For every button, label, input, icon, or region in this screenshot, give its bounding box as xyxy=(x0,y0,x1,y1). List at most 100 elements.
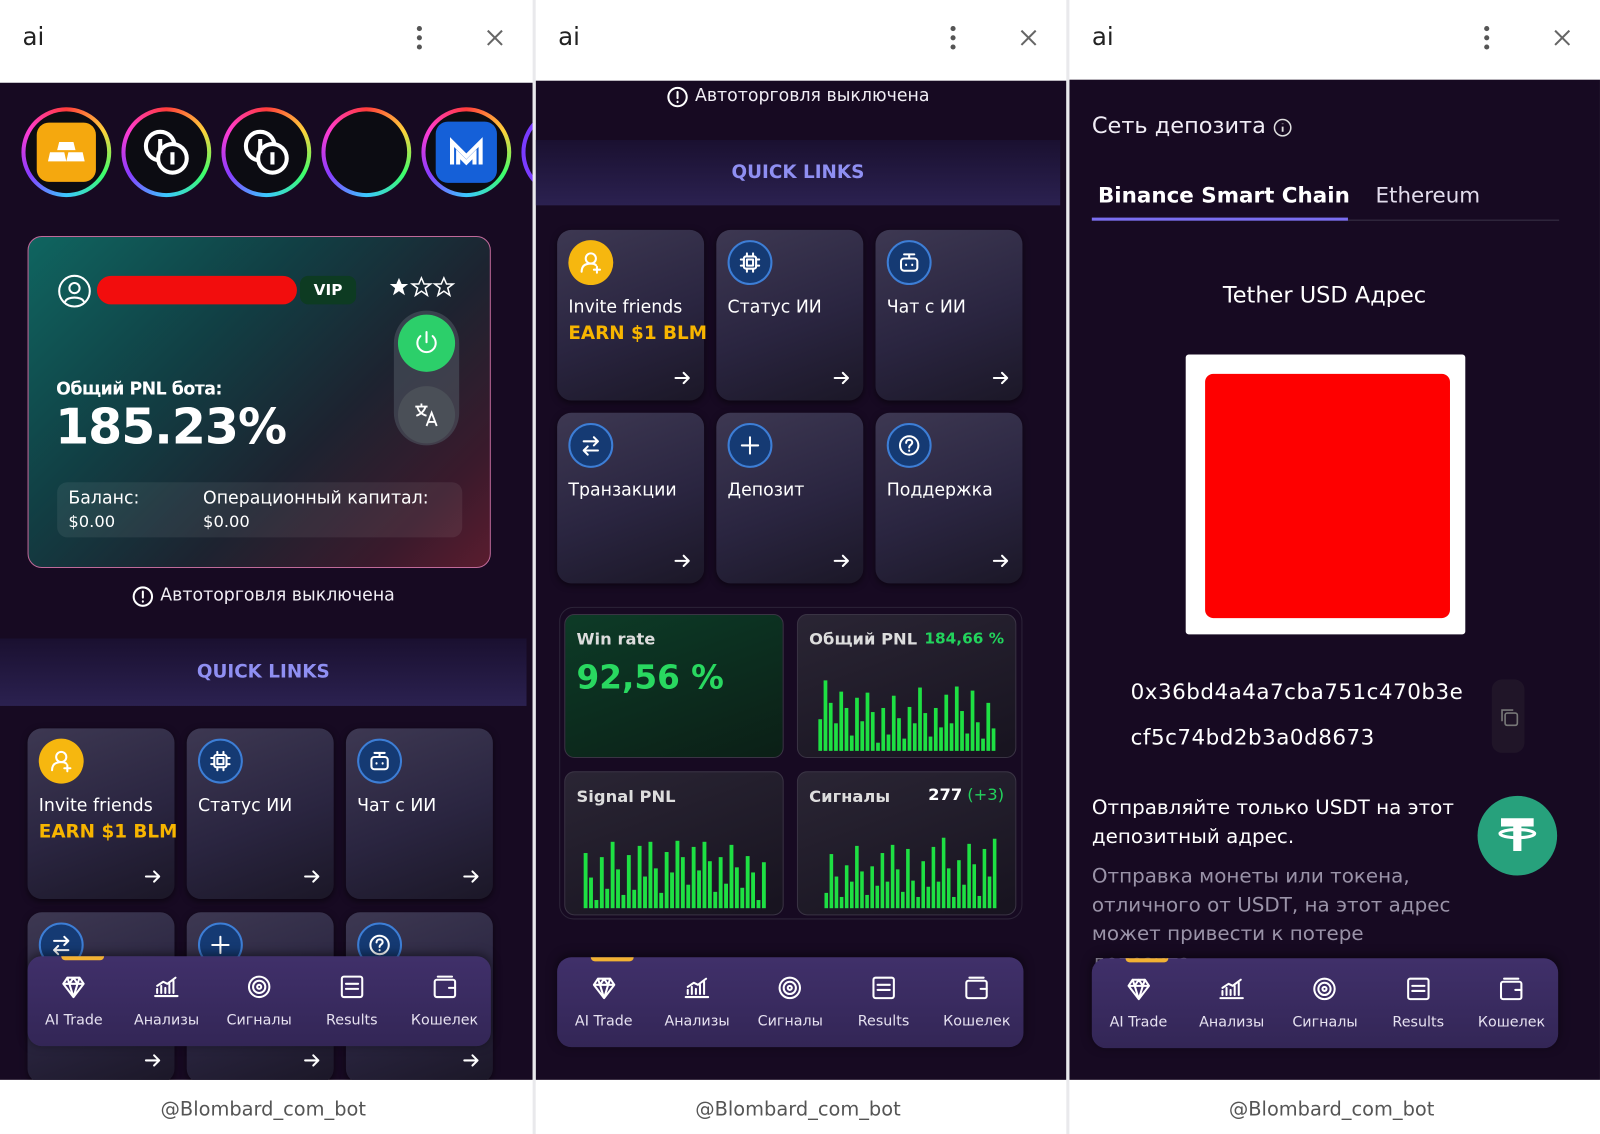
qr-redacted xyxy=(1205,373,1450,619)
icon-part xyxy=(823,680,828,751)
icon-part xyxy=(370,755,389,771)
icon-part xyxy=(897,718,901,751)
nav-item[interactable]: Анализы xyxy=(120,956,213,1046)
icon-part xyxy=(950,35,956,41)
icon-part xyxy=(950,26,956,32)
icon-part xyxy=(594,900,599,909)
avatar-ring[interactable] xyxy=(321,107,412,198)
icon-part xyxy=(729,844,734,909)
nav-item[interactable]: Кошелек xyxy=(930,957,1023,1047)
icon-part xyxy=(1501,709,1514,722)
nav-item[interactable]: Сигналы xyxy=(213,956,306,1046)
nav-icon xyxy=(1219,978,1244,1000)
icon-part xyxy=(713,891,718,909)
arrow-icon xyxy=(833,554,849,567)
nav-item[interactable]: Results xyxy=(305,956,398,1046)
tile-icon xyxy=(197,738,243,784)
quick-link-tile[interactable]: Чат с ИИ xyxy=(875,229,1023,401)
icon-part xyxy=(849,881,854,909)
arrow-icon xyxy=(144,870,161,883)
icon-part xyxy=(987,876,992,909)
nav-icon xyxy=(1500,977,1523,1001)
icon-part xyxy=(829,854,834,909)
icon-part xyxy=(449,137,483,166)
quick-link-tile[interactable]: Invite friends EARN $1 BLM xyxy=(557,229,707,401)
avatar-ring[interactable] xyxy=(221,107,312,198)
balance-box: Баланс: $0.00 Операционный капитал: $0.00 xyxy=(57,482,463,538)
nav-item[interactable]: Сигналы xyxy=(1278,958,1371,1048)
tile-label: Статус ИИ xyxy=(727,297,822,318)
quick-link-tile[interactable]: Транзакции xyxy=(557,412,705,584)
icon-part xyxy=(674,554,690,567)
icon-part xyxy=(895,869,900,909)
icon-part xyxy=(902,738,907,751)
icon-part xyxy=(860,721,865,751)
redacted-name xyxy=(96,275,297,305)
nav-item[interactable]: AI Trade xyxy=(1092,958,1185,1048)
menu-icon xyxy=(950,26,956,50)
tab-active[interactable]: Binance Smart Chain xyxy=(1097,182,1350,208)
quick-link-tile[interactable]: Депозит xyxy=(716,412,864,584)
icon-part xyxy=(957,860,961,909)
tile-icon-glyph xyxy=(898,435,920,456)
tab[interactable]: Ethereum xyxy=(1375,182,1481,208)
nav-label: Сигналы xyxy=(757,1013,823,1030)
app-body: VIP Общий PNL бота: 185.23% Баланс: $0.00 Опе… xyxy=(0,82,533,1080)
icon-part xyxy=(931,846,936,909)
translate-button[interactable] xyxy=(397,386,456,444)
quick-link-tile[interactable]: Статус ИИ xyxy=(716,229,864,401)
copy-button[interactable] xyxy=(1491,679,1525,753)
icon-part xyxy=(824,892,829,909)
arrow-icon xyxy=(304,870,320,883)
icon-part xyxy=(1127,978,1150,1001)
avatar xyxy=(125,111,208,194)
icon-part xyxy=(941,837,946,909)
icon-part xyxy=(839,896,844,909)
nav-item[interactable]: Анализы xyxy=(650,957,743,1047)
icon-part xyxy=(870,712,875,751)
quick-link-tile[interactable]: Поддержка xyxy=(875,412,1023,584)
stats-frame xyxy=(559,606,1023,920)
icon-part xyxy=(860,871,864,909)
icon-part xyxy=(724,883,728,909)
icon-part xyxy=(844,707,849,751)
power-button[interactable] xyxy=(397,314,456,372)
icon-part xyxy=(55,750,68,764)
icon-part xyxy=(828,702,833,751)
avatar-ring[interactable] xyxy=(421,107,512,198)
tile-label: Поддержка xyxy=(886,480,993,501)
icon-part xyxy=(605,888,610,909)
nav-item[interactable]: Results xyxy=(1372,958,1465,1048)
icon-part xyxy=(1321,985,1329,992)
panel: ai Автоторговля выключена QUICK LINKS Invit… xyxy=(535,0,1067,1134)
tile-label: Чат с ИИ xyxy=(886,297,966,318)
icon-part xyxy=(833,554,849,567)
icon-part xyxy=(1313,977,1337,1001)
icon-part xyxy=(643,876,647,909)
nav-item[interactable]: Кошелек xyxy=(398,956,491,1046)
nav-item[interactable]: Results xyxy=(837,957,930,1047)
avatar-ring[interactable] xyxy=(121,107,212,198)
nav-item[interactable]: Сигналы xyxy=(744,957,837,1047)
tile-icon xyxy=(357,738,403,784)
quick-link-tile[interactable]: Чат с ИИ xyxy=(345,728,493,900)
nav-label: Анализы xyxy=(133,1012,200,1029)
icon-part xyxy=(833,371,849,385)
bottom-nav: AI Trade Анализы Сигналы Results Кошелек xyxy=(557,957,1024,1048)
nav-item[interactable]: Анализы xyxy=(1185,958,1278,1048)
quick-link-tile[interactable]: Статус ИИ xyxy=(186,728,334,900)
icon-part xyxy=(373,751,386,765)
avatar-ring[interactable] xyxy=(21,107,112,198)
nav-label: Анализы xyxy=(1199,1014,1265,1031)
icon-part xyxy=(144,1054,161,1067)
nav-label: Сигналы xyxy=(1292,1014,1358,1031)
icon-part xyxy=(389,277,409,296)
stat-card: Signal PNL xyxy=(564,771,784,916)
icon-part xyxy=(875,885,880,909)
icon-part xyxy=(898,435,920,456)
nav-item[interactable]: Кошелек xyxy=(1465,958,1558,1048)
tile-label: Invite friends xyxy=(568,297,683,318)
nav-item[interactable]: AI Trade xyxy=(28,956,121,1046)
nav-item[interactable]: AI Trade xyxy=(557,957,650,1047)
quick-link-tile[interactable]: Invite friends EARN $1 BLM xyxy=(27,728,177,900)
